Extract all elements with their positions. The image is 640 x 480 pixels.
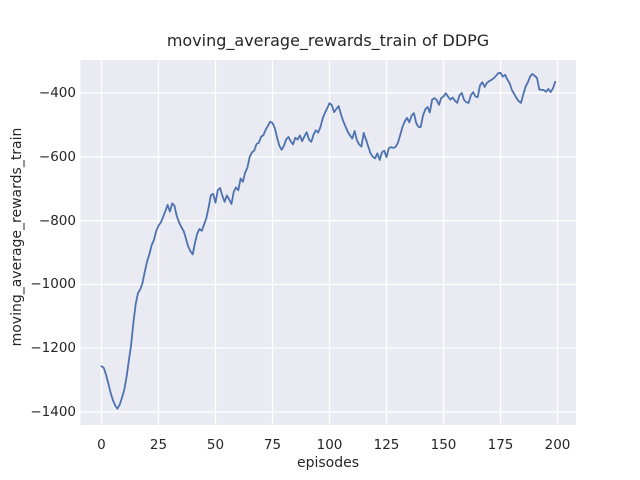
- chart-title: moving_average_rewards_train of DDPG: [166, 31, 490, 50]
- y-tick-label: −600: [38, 148, 76, 165]
- axes-background: [80, 60, 576, 425]
- y-tick-label: −1200: [30, 340, 76, 357]
- y-tick-label: −400: [38, 85, 76, 101]
- x-tick-label: 50: [206, 437, 225, 453]
- y-tick-label: −800: [38, 212, 76, 229]
- x-axis-label: episodes: [296, 455, 360, 471]
- x-tick-label: 125: [373, 437, 400, 453]
- x-tick-label: 25: [149, 437, 168, 453]
- x-tick-label: 175: [487, 437, 514, 453]
- series-line: [100, 72, 557, 410]
- x-tick-label: 150: [430, 437, 457, 453]
- y-tick-label: −1000: [30, 276, 76, 293]
- y-axis-label: moving_average_rewards_train: [9, 127, 25, 347]
- x-tick-label: 0: [97, 437, 106, 453]
- x-tick-label: 75: [263, 437, 282, 453]
- x-tick-label: 100: [316, 437, 343, 453]
- y-tick-label: −1400: [30, 403, 76, 420]
- x-tick-label: 200: [544, 437, 571, 453]
